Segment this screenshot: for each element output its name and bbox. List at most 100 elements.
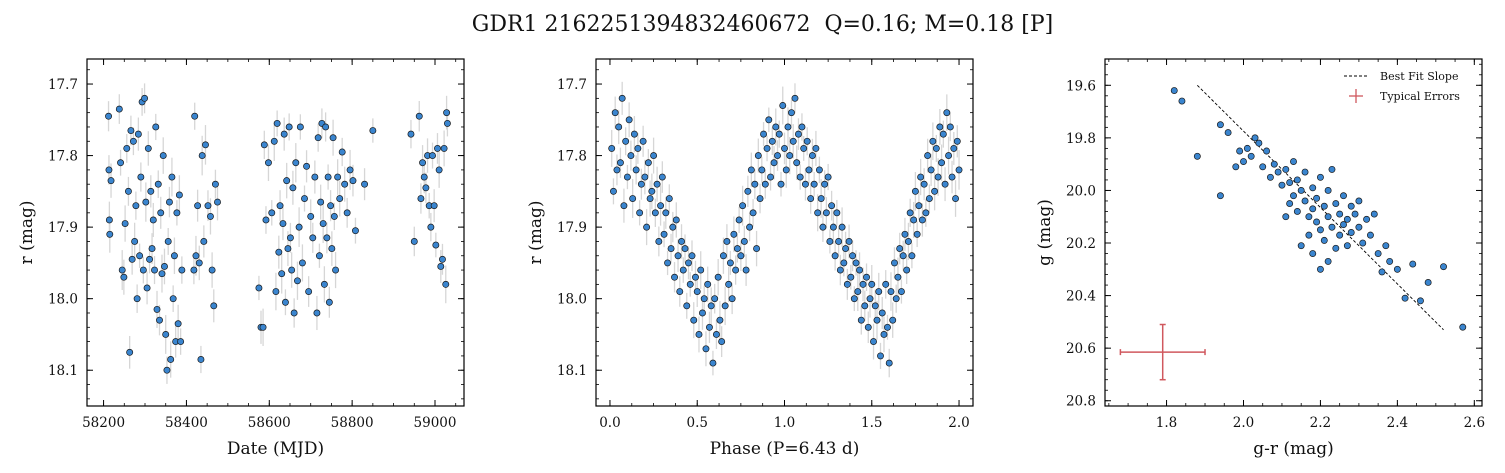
data-point (1309, 205, 1317, 213)
data-point (697, 266, 705, 274)
data-point (1224, 129, 1232, 137)
data-point (920, 180, 928, 188)
data-point (157, 209, 165, 217)
y-tick-label: 18.0 (557, 292, 587, 308)
data-point (795, 130, 802, 138)
x-tick-label: 58800 (331, 415, 374, 431)
data-point (288, 266, 296, 274)
y-tick-label: 18.1 (557, 363, 587, 379)
data-point (152, 123, 160, 131)
data-point (1347, 229, 1355, 236)
data-point (1263, 147, 1271, 155)
data-point (319, 220, 327, 228)
data-point (608, 144, 616, 152)
x-tick-label: 2.0 (948, 415, 969, 431)
data-point (1290, 192, 1297, 200)
data-point (882, 280, 890, 288)
data-point (128, 255, 136, 263)
data-point (311, 173, 319, 181)
data-point (835, 237, 843, 245)
axes-frame (86, 58, 465, 407)
data-point (322, 123, 330, 131)
data-point (265, 159, 272, 167)
data-point (1293, 208, 1301, 215)
data-point (1340, 221, 1347, 229)
data-point (1347, 202, 1355, 210)
data-point (270, 137, 278, 145)
data-point (126, 348, 134, 356)
data-point (1382, 242, 1390, 250)
data-point (1313, 194, 1321, 202)
data-point (643, 223, 651, 231)
data-point (167, 356, 175, 363)
data-point (1401, 294, 1409, 302)
panel-phased-light-curve: 0.0 0.5 1.0 1.5 2.0 17.7 17.8 17.9 18.0 18.1 Phase… (526, 58, 974, 459)
data-point (906, 209, 914, 217)
data-point (1286, 200, 1294, 208)
data-point (294, 277, 301, 285)
data-point (618, 94, 626, 102)
data-point (854, 288, 862, 295)
data-point (106, 230, 114, 238)
data-point (733, 245, 741, 253)
data-point (808, 152, 816, 160)
y-tick-label: 18.1 (48, 363, 78, 379)
data-point (1251, 134, 1259, 142)
typical-error-marker (1119, 323, 1206, 381)
data-point (1320, 202, 1328, 210)
data-point (115, 105, 123, 113)
data-point (810, 180, 818, 188)
data-point (889, 316, 897, 324)
data-point (1324, 257, 1332, 265)
data-point (751, 180, 759, 188)
data-point (129, 137, 137, 145)
data-point (665, 195, 673, 202)
data-point (721, 302, 729, 310)
data-point (702, 345, 710, 353)
data-point (317, 198, 325, 206)
data-point (873, 316, 881, 324)
data-point (655, 237, 663, 245)
data-point (156, 316, 163, 324)
data-point (613, 166, 621, 174)
data-point (175, 191, 183, 199)
y-tick-label: 18.0 (48, 292, 78, 308)
data-point (644, 159, 652, 167)
data-point (859, 280, 867, 288)
data-point (173, 209, 181, 217)
data-point (615, 123, 623, 131)
data-point (169, 295, 177, 303)
data-point (107, 177, 115, 185)
data-point (1170, 87, 1178, 94)
data-point (259, 323, 267, 331)
data-point (162, 331, 170, 338)
data-point (283, 177, 291, 185)
data-point (847, 273, 855, 281)
data-point (1282, 213, 1290, 221)
data-point (791, 94, 799, 102)
data-point (290, 309, 298, 317)
data-point (887, 288, 895, 295)
x-tick-label: 1.5 (861, 415, 882, 431)
data-point (439, 255, 446, 263)
data-point (323, 234, 331, 242)
data-point (686, 280, 694, 288)
data-point (690, 316, 698, 324)
data-point (744, 187, 752, 195)
data-point (681, 245, 689, 253)
data-point (278, 270, 286, 278)
data-point (700, 295, 708, 303)
data-point (352, 227, 359, 235)
data-point (863, 273, 870, 281)
data-point (272, 288, 280, 295)
data-point (817, 195, 825, 202)
data-point (646, 195, 654, 202)
data-point (915, 202, 923, 210)
data-point (415, 112, 423, 120)
data-point (320, 280, 328, 288)
data-point (349, 177, 357, 185)
data-point (151, 266, 158, 274)
data-point (1313, 218, 1321, 226)
data-point (866, 295, 874, 303)
data-point (786, 152, 794, 160)
